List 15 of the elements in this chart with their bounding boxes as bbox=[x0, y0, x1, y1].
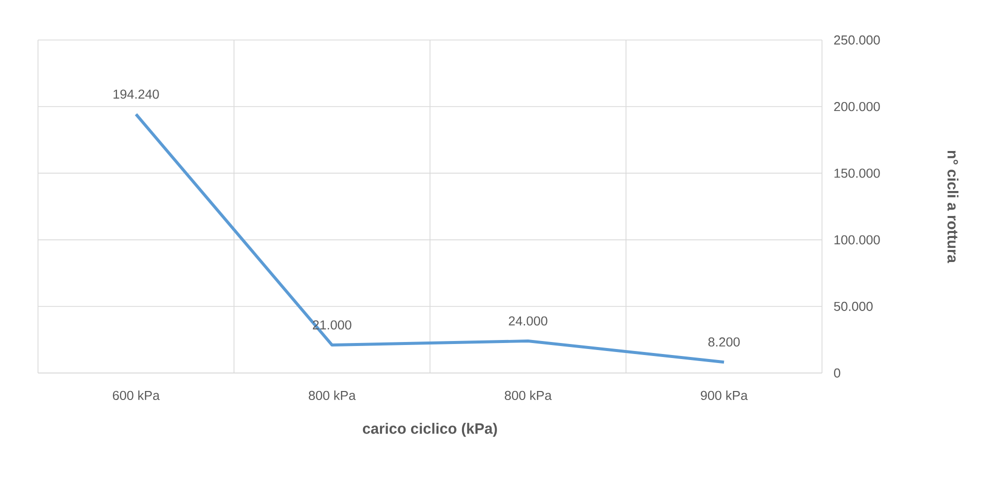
y-axis-title: n° cicli a rottura bbox=[947, 150, 958, 264]
y-tick-label: 50.000 bbox=[834, 302, 873, 311]
y-tick-label: 200.000 bbox=[834, 102, 880, 112]
data-label: 8.200 bbox=[708, 337, 740, 347]
x-tick-label: 600 kPa bbox=[112, 390, 160, 400]
y-tick-label: 0 bbox=[834, 368, 840, 378]
y-tick-label: 150.000 bbox=[834, 168, 880, 178]
x-axis-title: carico ciclico (kPa) bbox=[362, 422, 497, 437]
x-tick-label: 800 kPa bbox=[308, 390, 356, 400]
y-tick-label: 100.000 bbox=[834, 235, 880, 244]
y-tick-label: 250.000 bbox=[834, 35, 880, 45]
x-tick-label: 800 kPa bbox=[504, 390, 552, 400]
x-tick-label: 900 kPa bbox=[700, 390, 748, 400]
data-label: 194.240 bbox=[114, 90, 159, 99]
data-label: 24.000 bbox=[508, 316, 548, 326]
